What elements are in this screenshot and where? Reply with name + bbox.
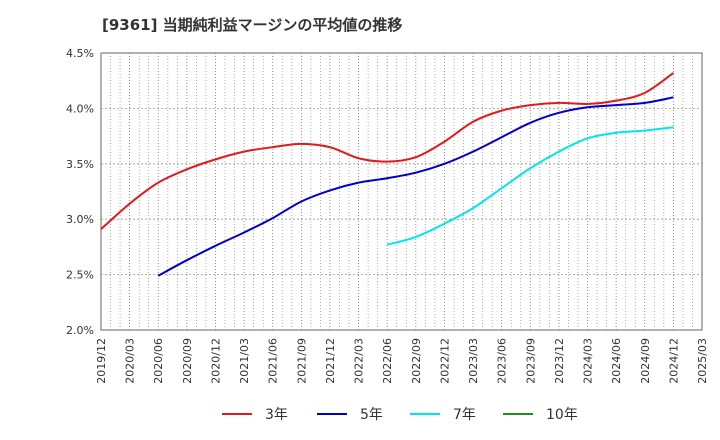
y-tick-label: 2.5% bbox=[66, 269, 94, 282]
x-tick-label: 2020/03 bbox=[124, 338, 137, 384]
x-tick-label: 2024/06 bbox=[610, 338, 623, 384]
legend-label: 3年 bbox=[265, 407, 288, 423]
x-tick-label: 2021/06 bbox=[267, 338, 280, 384]
x-tick-label: 2021/12 bbox=[324, 338, 337, 384]
x-tick-label: 2024/09 bbox=[639, 338, 652, 384]
y-tick-label: 3.0% bbox=[66, 213, 94, 226]
legend: 3年 5年 7年 10年 bbox=[222, 407, 578, 423]
x-tick-label: 2020/09 bbox=[181, 338, 194, 384]
y-tick-label: 3.5% bbox=[66, 158, 94, 171]
x-tick-label: 2024/03 bbox=[582, 338, 595, 384]
plot-frame bbox=[100, 52, 703, 331]
x-tick-label: 2024/12 bbox=[667, 338, 680, 384]
x-tick-label: 2025/03 bbox=[696, 338, 709, 384]
x-tick-label: 2022/06 bbox=[381, 338, 394, 384]
x-tick-label: 2021/09 bbox=[295, 338, 308, 384]
x-tick-label: 2022/09 bbox=[410, 338, 423, 384]
x-tick-label: 2019/12 bbox=[95, 338, 108, 384]
y-tick-label: 4.5% bbox=[66, 47, 94, 60]
series-line-1 bbox=[100, 72, 674, 230]
x-tick-label: 2023/03 bbox=[467, 338, 480, 384]
grid bbox=[100, 52, 703, 331]
legend-label: 5年 bbox=[360, 407, 383, 423]
legend-label: 7年 bbox=[453, 407, 476, 423]
x-tick-label: 2022/03 bbox=[353, 338, 366, 384]
chart-title: [9361] 当期純利益マージンの平均値の推移 bbox=[102, 16, 403, 34]
x-tick-label: 2023/12 bbox=[553, 338, 566, 384]
x-tick-label: 2021/03 bbox=[238, 338, 251, 384]
x-tick-label: 2020/12 bbox=[209, 338, 222, 384]
legend-label: 10年 bbox=[546, 407, 578, 423]
x-tick-label: 2020/06 bbox=[152, 338, 165, 384]
axes: 2019/12 2020/03 2020/06 2020/09 2020/12 2021/… bbox=[66, 47, 709, 384]
y-tick-label: 4.0% bbox=[66, 102, 94, 115]
series-line-3 bbox=[386, 126, 674, 246]
series-layer bbox=[100, 72, 674, 277]
x-tick-label: 2023/06 bbox=[496, 338, 509, 384]
x-tick-label: 2022/12 bbox=[438, 338, 451, 384]
x-tick-label: 2023/09 bbox=[524, 338, 537, 384]
y-tick-label: 2.0% bbox=[66, 324, 94, 337]
series-line-2 bbox=[157, 96, 674, 277]
